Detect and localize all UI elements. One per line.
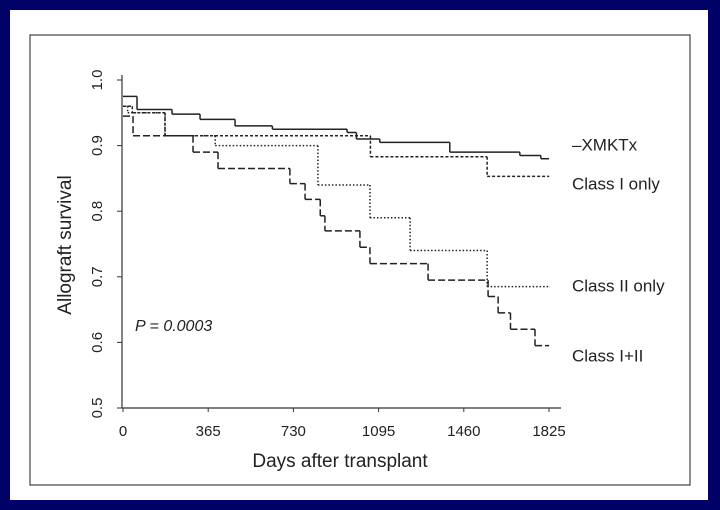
x-axis-label: Days after transplant — [252, 451, 428, 472]
x-tick-label: 1825 — [532, 423, 565, 440]
x-tick-label: 0 — [119, 423, 127, 440]
series-label: Class I only — [572, 174, 660, 193]
panel — [10, 10, 708, 500]
y-tick-label: 0.7 — [89, 266, 106, 287]
y-tick-label: 0.9 — [89, 135, 106, 156]
frame — [29, 34, 691, 486]
x-tick-label: 1095 — [362, 423, 395, 440]
x-tick-label: 365 — [196, 423, 221, 440]
series-label: –XMKTx — [572, 135, 638, 154]
x-tick-label: 730 — [281, 423, 306, 440]
series-label: Class I+II — [572, 346, 643, 365]
y-tick-label: 0.5 — [89, 398, 106, 419]
y-tick-label: 0.8 — [89, 201, 106, 222]
y-tick-label: 1.0 — [89, 70, 106, 91]
annotation: P = 0.0003 — [135, 318, 212, 335]
y-tick-label: 0.6 — [89, 332, 106, 353]
y-axis-label: Allograft survival — [55, 175, 76, 314]
series-label: Class II only — [572, 276, 665, 295]
x-tick-label: 1460 — [447, 423, 480, 440]
